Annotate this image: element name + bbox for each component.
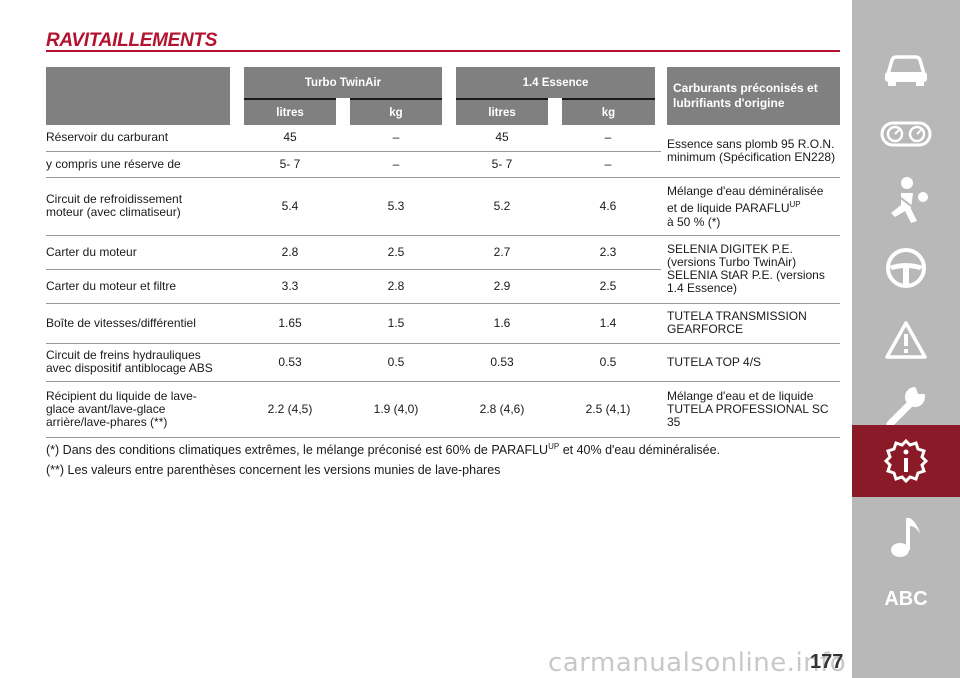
cell-value: 2.2 (4,5): [237, 381, 343, 438]
header-blank-cell: [46, 67, 237, 125]
sidebar-item-multimedia[interactable]: [852, 500, 960, 572]
fluid-brake: TUTELA TOP 4/S: [661, 343, 840, 382]
footnote-1-text: (*) Dans des conditions climatiques extr…: [46, 443, 549, 458]
cell-value: 2.5: [343, 235, 449, 270]
cell-value: 5.4: [237, 177, 343, 236]
cell-value: –: [343, 125, 449, 152]
table-row: Réservoir du carburant 45 – 45 – Essence…: [46, 125, 840, 178]
subheader-litres: litres: [442, 98, 555, 125]
cell-value: 1.5: [343, 303, 449, 344]
cell-value: 4.6: [555, 177, 661, 236]
sidebar-item-technical-data[interactable]: [852, 425, 960, 497]
fluid-engine-oil: SELENIA DIGITEK P.E. (versions Turbo Twi…: [661, 235, 840, 304]
title-underline: [46, 50, 840, 52]
row-label: Carter du moteur: [46, 235, 237, 270]
sidebar-item-dashboard[interactable]: [852, 98, 960, 170]
cell-value: –: [343, 151, 449, 178]
table-row: Récipient du liquide de lave-glace avant…: [46, 381, 840, 438]
page-number: 177: [810, 651, 844, 673]
subheader-kg: kg: [336, 98, 449, 125]
warning-triangle-icon: [885, 321, 927, 359]
sidebar-item-safety[interactable]: [852, 164, 960, 236]
cell-value: –: [555, 125, 661, 152]
sidebar-item-driving[interactable]: [852, 232, 960, 304]
subheader-litres: litres: [230, 98, 343, 125]
row-label: y compris une réserve de: [46, 151, 237, 178]
dashboard-gauges-icon: [880, 121, 932, 147]
seatbelt-airbag-icon: [891, 177, 928, 223]
wrench-icon: [886, 386, 926, 428]
fluid-gearbox: TUTELA TRANSMISSION GEARFORCE: [661, 303, 840, 344]
chapter-sidebar: ABC: [852, 0, 960, 678]
row-label: Boîte de vitesses/différentiel: [46, 303, 237, 344]
header-fluids: Carburants préconisés et lubrifiants d'o…: [655, 67, 840, 125]
cell-value: 1.6: [449, 303, 555, 344]
sidebar-item-car[interactable]: [852, 34, 960, 106]
table-row: Boîte de vitesses/différentiel 1.65 1.5 …: [46, 303, 840, 344]
fluid-coolant: Mélange d'eau déminéralisée et de liquid…: [661, 177, 840, 236]
cell-value: 1.9 (4,0): [343, 381, 449, 438]
cell-value: 1.65: [237, 303, 343, 344]
car-icon: [885, 55, 927, 86]
row-label: Carter du moteur et filtre: [46, 269, 237, 304]
row-label: Réservoir du carburant: [46, 125, 237, 152]
footnote-1-text-end: et 40% d'eau déminéralisée.: [559, 443, 721, 458]
table-row: Circuit de freins hydrauliques avec disp…: [46, 343, 840, 382]
fluid-fuel: Essence sans plomb 95 R.O.N. minimum (Sp…: [661, 125, 840, 178]
cell-value: 2.5: [555, 269, 661, 304]
cell-value: –: [555, 151, 661, 178]
cell-value: 0.5: [343, 343, 449, 382]
cell-value: 5.2: [449, 177, 555, 236]
watermark: carmanualsonline.info: [548, 648, 847, 678]
cell-value: 0.53: [237, 343, 343, 382]
page-title: RAVITAILLEMENTS: [46, 30, 218, 51]
cell-value: 2.3: [555, 235, 661, 270]
coolant-text-2: à 50 % (*): [667, 214, 721, 229]
table-row: Circuit de refroidissement moteur (avec …: [46, 177, 840, 236]
cell-value: 45: [449, 125, 555, 152]
sidebar-item-index[interactable]: ABC: [852, 563, 960, 635]
cell-value: 0.53: [449, 343, 555, 382]
steering-wheel-icon: [886, 248, 926, 288]
cell-value: 1.4: [555, 303, 661, 344]
cell-value: 5.3: [343, 177, 449, 236]
cell-value: 45: [237, 125, 343, 152]
row-label: Circuit de refroidissement moteur (avec …: [46, 177, 237, 236]
cell-value: 0.5: [555, 343, 661, 382]
coolant-sup: UP: [789, 199, 801, 209]
footnote-2: (**) Les valeurs entre parenthèses conce…: [46, 463, 501, 477]
cell-value: 2.7: [449, 235, 555, 270]
header-turbo-twinair: Turbo TwinAir: [230, 67, 449, 99]
table-row: Carter du moteur 2.8 2.5 2.7 2.3 SELENIA…: [46, 235, 840, 304]
cell-value: 2.8: [343, 269, 449, 304]
cell-value: 2.9: [449, 269, 555, 304]
coolant-text: Mélange d'eau déminéralisée et de liquid…: [667, 183, 824, 215]
cell-value: 2.8: [237, 235, 343, 270]
cell-value: 5- 7: [237, 151, 343, 178]
row-label: Récipient du liquide de lave-glace avant…: [46, 381, 237, 438]
table-row: y compris une réserve de 5- 7 – 5- 7 –: [46, 151, 840, 178]
footnote-1: (*) Dans des conditions climatiques extr…: [46, 442, 720, 457]
abc-label: ABC: [884, 587, 928, 610]
cell-value: 2.8 (4,6): [449, 381, 555, 438]
table-row: Carter du moteur et filtre 3.3 2.8 2.9 2…: [46, 269, 840, 304]
fluid-washer: Mélange d'eau et de liquide TUTELA PROFE…: [661, 381, 840, 438]
cell-value: 5- 7: [449, 151, 555, 178]
footnote-1-sup: UP: [548, 442, 560, 451]
sidebar-item-emergency[interactable]: [852, 304, 960, 376]
refuelling-table: Turbo TwinAir 1.4 Essence Carburants pré…: [46, 67, 840, 438]
cell-value: 3.3: [237, 269, 343, 304]
sidebar-item-maintenance[interactable]: [852, 370, 960, 442]
info-icon: [883, 438, 929, 484]
music-note-icon: [891, 518, 920, 557]
row-label: Circuit de freins hydrauliques avec disp…: [46, 343, 237, 382]
cell-value: 2.5 (4,1): [555, 381, 661, 438]
header-14-essence: 1.4 Essence: [442, 67, 661, 99]
subheader-kg: kg: [548, 98, 661, 125]
